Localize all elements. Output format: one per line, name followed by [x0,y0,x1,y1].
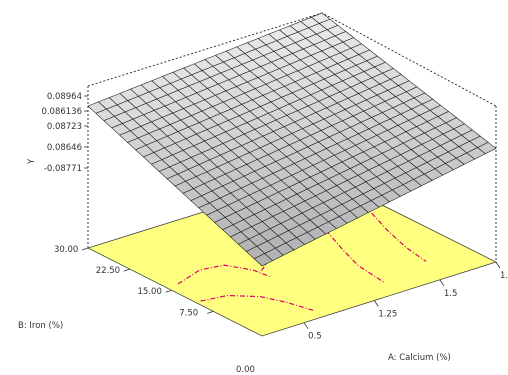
x-tick-mark [303,322,309,329]
y-axis-ticks: 7.50 15.00 22.50 30.00 [54,245,214,318]
y-min-label: 0.00 [236,365,255,375]
surface-cell [310,12,331,24]
z-tick-label: 0.08723 [47,122,82,132]
response-surface [87,12,497,267]
z-tick-label: -0.08771 [44,164,82,174]
x-tick-label: 1.75 [500,271,508,281]
contour-line [371,212,427,262]
y-tick-label: 15.00 [138,287,162,297]
y-tick-label: 22.50 [96,266,120,276]
y-tick-mark [165,289,172,293]
y-tick-label: 30.00 [54,245,78,255]
z-tick-label: 0.086136 [41,107,82,117]
x-tick-mark [373,300,379,307]
contour-line [200,294,315,312]
x-tick-mark [495,261,501,269]
y-tick-label: 7.50 [179,308,198,318]
y-tick-mark [123,268,130,272]
x-tick-label: 1.5 [444,289,458,299]
contour-line [177,264,270,285]
z-tick-label: 0.08964 [47,92,82,102]
x-axis-ticks: 0.5 1.25 1.5 1.75 [303,261,508,342]
x-axis-label: A: Calcium (%) [388,353,451,363]
x-tick-label: 1.25 [378,309,397,319]
y-axis-label: B: Iron (%) [18,321,63,331]
z-axis-ticks: 0.08964 0.086136 0.08723 0.08646 -0.08771 [41,92,88,174]
x-tick-label: 0.5 [308,332,322,342]
z-axis-label: Y [27,158,37,165]
x-tick-mark [439,279,445,286]
z-tick-label: 0.08646 [47,143,82,153]
y-tick-mark [81,247,89,251]
y-tick-mark [207,310,214,314]
